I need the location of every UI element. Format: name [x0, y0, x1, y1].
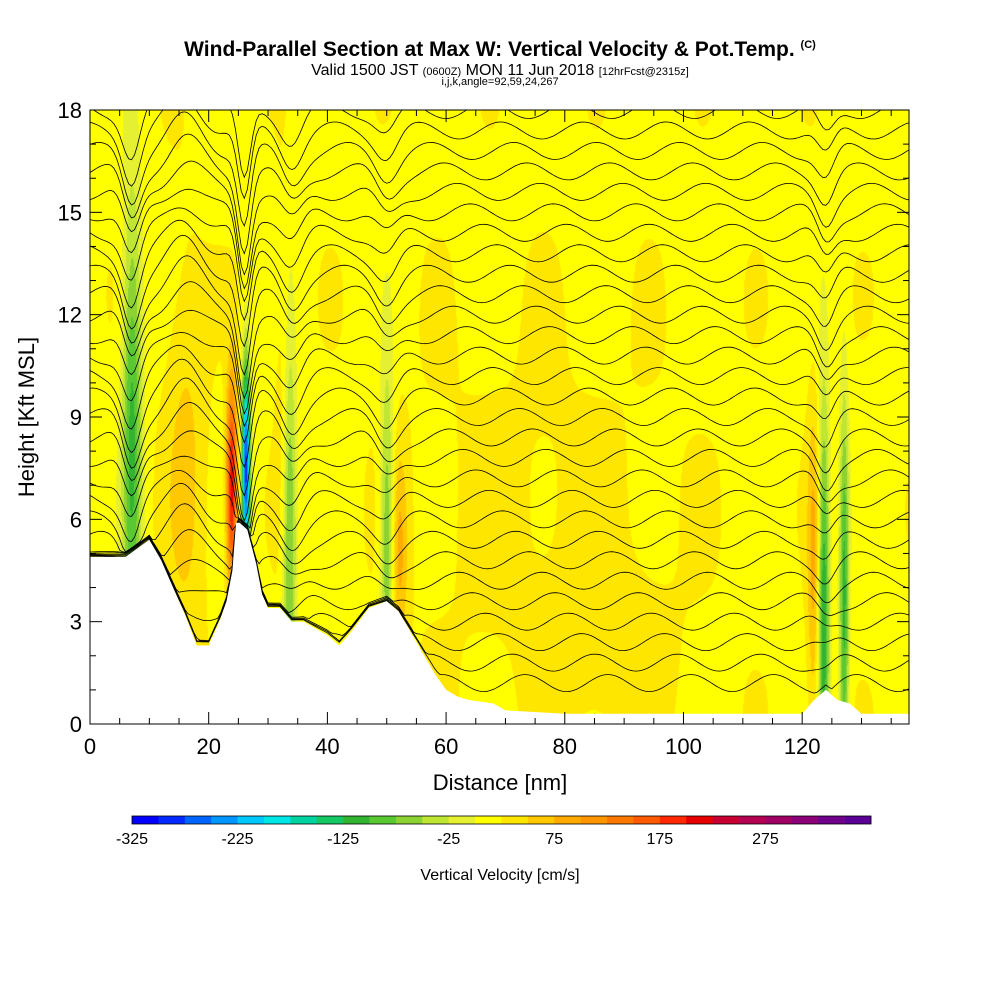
theta-contour: [90, 110, 909, 200]
y-tick-label: 12: [58, 303, 82, 328]
theta-contour: [90, 430, 909, 526]
theta-contour: [90, 188, 909, 290]
section-params: i,j,k,angle=92,59,24,267: [441, 76, 559, 88]
theta-contour: [90, 358, 909, 468]
theta-contour: [90, 520, 909, 585]
y-tick-label: 0: [70, 712, 82, 737]
y-tick-label: 18: [58, 98, 82, 123]
chart-subtitle: Valid 1500 JST (0600Z) MON 11 Jun 2018 […: [0, 62, 1000, 80]
y-tick-label: 3: [70, 610, 82, 635]
theta-contour: [90, 524, 909, 672]
colorbar-swatch: [501, 816, 529, 824]
colorbar-swatch: [132, 816, 159, 824]
colorbar-label: 175: [647, 831, 674, 848]
theta-contour: [90, 344, 909, 444]
theta-contour: [90, 402, 909, 523]
y-tick-label: 9: [70, 405, 82, 430]
colorbar-swatch: [158, 816, 186, 824]
y-tick-label: 6: [70, 507, 82, 532]
colorbar-swatch: [237, 816, 265, 824]
copyright-mark: (C): [800, 39, 816, 51]
theta-contour: [90, 503, 909, 565]
terrain-mask: [90, 522, 909, 725]
colorbar-swatch: [765, 816, 793, 824]
colorbar-swatch: [686, 816, 713, 824]
colorbar-swatch: [739, 816, 766, 824]
theta-contour: [90, 309, 909, 415]
forecast-info: [12hrFcst@2315z]: [598, 66, 689, 78]
colorbar-swatch: [316, 816, 344, 824]
theta-contour: [90, 255, 909, 376]
colorbar-swatch: [791, 816, 819, 824]
colorbar-swatch: [448, 816, 476, 824]
x-tick-label: 0: [84, 734, 96, 759]
theta-contour: [90, 111, 909, 227]
colorbar-swatch: [607, 816, 634, 824]
colorbar-swatch: [369, 816, 397, 824]
potential-temperature-contours: [90, 110, 909, 694]
theta-contour: [90, 455, 909, 529]
valid-date: MON 11 Jun 2018: [465, 62, 595, 79]
colorbar-swatch: [527, 816, 555, 824]
theta-contour: [90, 521, 909, 616]
chart-title: Wind-Parallel Section at Max W: Vertical…: [0, 38, 1000, 62]
utc-time: (0600Z): [422, 66, 462, 78]
colorbar-swatch: [580, 816, 608, 824]
title-text: Wind-Parallel Section at Max W: Vertical…: [184, 38, 795, 61]
colorbar-label: -225: [222, 831, 254, 848]
colorbar-frame: [131, 815, 872, 825]
colorbar-swatch: [290, 816, 318, 824]
theta-contour: [90, 281, 909, 400]
theta-contour: [90, 234, 909, 348]
theta-contour: [90, 523, 909, 652]
theta-contour: [92, 110, 882, 179]
x-tick-label: 120: [784, 734, 821, 759]
theta-contour: [90, 160, 909, 276]
colorbar-label: 75: [545, 831, 563, 848]
colorbar-swatch: [422, 816, 450, 824]
y-tick-label: 15: [58, 200, 82, 225]
colorbar-swatch: [343, 816, 370, 824]
theta-contour: [90, 133, 909, 255]
colorbar-swatch: [659, 816, 687, 824]
x-tick-label: 100: [665, 734, 702, 759]
theta-contour: [90, 207, 909, 303]
colorbar-swatch: [475, 816, 502, 824]
colorbar-swatch: [184, 816, 212, 824]
valid-time: Valid 1500 JST: [311, 62, 419, 79]
x-tick-label: 60: [434, 734, 458, 759]
colorbar-swatch: [263, 816, 291, 824]
theta-contour: [90, 469, 909, 542]
colorbar-label: -25: [437, 831, 460, 848]
colorbar-title: Vertical Velocity [cm/s]: [420, 867, 579, 884]
x-axis-label: Distance [nm]: [433, 770, 568, 795]
y-axis-label: Height [Kft MSL]: [14, 337, 39, 497]
colorbar-swatch: [395, 816, 423, 824]
colorbar-swatch: [211, 816, 238, 824]
theta-contour: [90, 219, 909, 322]
colorbar-label: -325: [116, 831, 148, 848]
theta-contour: [90, 332, 909, 428]
colorbar: -325 -225 -125 -25 75 175 275: [116, 815, 872, 848]
x-tick-label: 20: [196, 734, 220, 759]
colorbar-swatch: [712, 816, 740, 824]
y-axis: 0 3 6 9 12 15 18: [58, 98, 909, 737]
theta-contour: [90, 522, 909, 631]
theta-contour: [90, 482, 909, 553]
x-tick-label: 40: [315, 734, 339, 759]
x-axis: 0 20 40 60 80 100 120: [84, 110, 892, 759]
colorbar-swatch: [844, 816, 872, 824]
colorbar-swatch: [818, 816, 845, 824]
colorbar-label: -125: [327, 831, 359, 848]
theta-contour: [90, 521, 909, 604]
theta-contour: [90, 377, 909, 497]
colorbar-label: 275: [752, 831, 779, 848]
colorbar-swatch: [633, 816, 661, 824]
x-tick-label: 80: [553, 734, 577, 759]
colorbar-swatch: [554, 816, 581, 824]
